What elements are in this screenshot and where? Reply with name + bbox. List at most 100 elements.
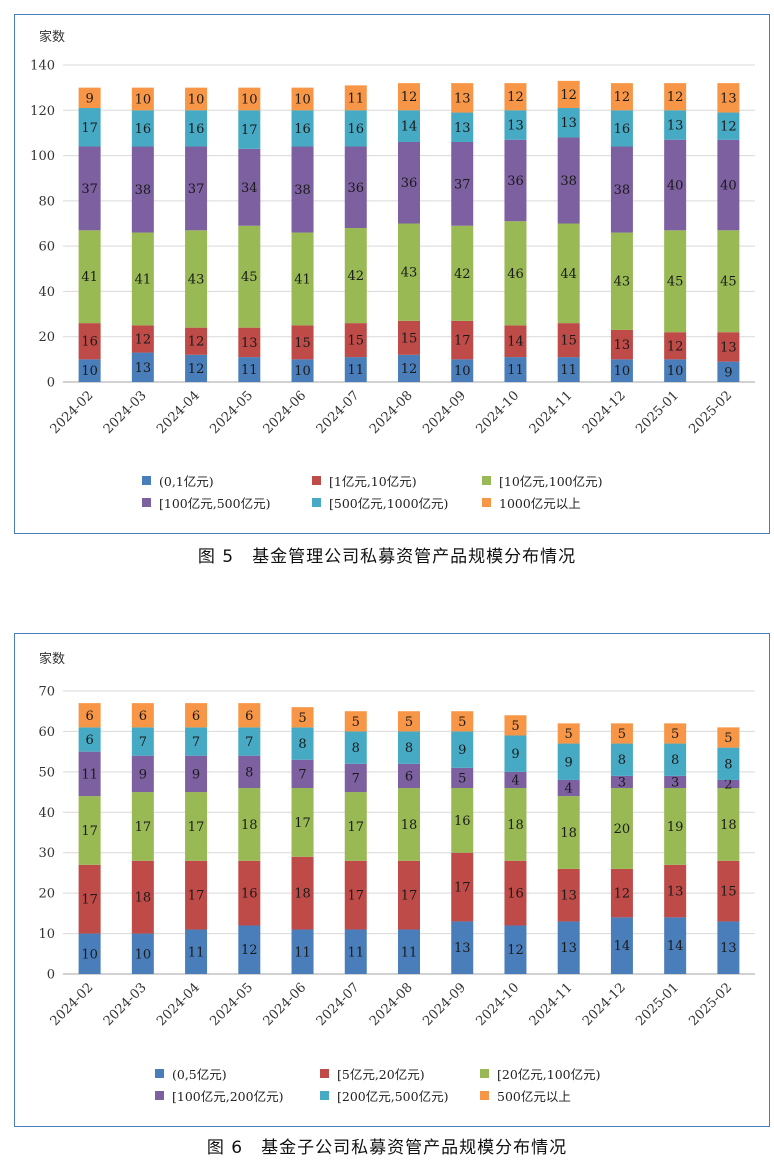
data-label: 8 <box>352 741 360 756</box>
y-axis-title: 家数 <box>39 651 65 667</box>
data-label: 16 <box>294 122 311 137</box>
x-tick-label: 2024-05 <box>207 388 256 437</box>
bar-segment <box>717 139 740 231</box>
bar-segment <box>664 917 687 974</box>
x-tick-label: 2024-06 <box>261 388 310 437</box>
bar-segment <box>504 860 527 926</box>
bar-segment <box>610 775 633 789</box>
data-label: 12 <box>507 943 524 958</box>
bar-segment <box>291 110 314 147</box>
data-label: 10 <box>135 92 152 107</box>
bar-segment <box>131 110 154 147</box>
bar-segment <box>131 860 154 934</box>
data-label: 45 <box>241 270 258 285</box>
x-tick-label: 2024-02 <box>48 388 97 437</box>
legend-item: [100亿元,200亿元) <box>155 1086 283 1105</box>
data-label: 5 <box>352 715 360 730</box>
data-label: 17 <box>454 334 471 349</box>
bar-segment <box>610 743 633 776</box>
bar-segment <box>610 329 633 360</box>
bar-segment <box>185 703 208 728</box>
bar-segment <box>664 743 687 776</box>
data-label: 10 <box>294 92 311 107</box>
bar-segment <box>185 87 208 111</box>
bar-segment <box>291 325 314 360</box>
data-label: 46 <box>507 267 524 282</box>
data-label: 43 <box>188 272 205 287</box>
data-label: 15 <box>401 331 418 346</box>
data-label: 9 <box>724 365 732 380</box>
data-label: 38 <box>135 183 152 198</box>
data-label: 12 <box>614 90 631 105</box>
data-label: 4 <box>511 773 519 788</box>
x-tick-label: 2024-02 <box>48 980 97 1029</box>
data-label: 10 <box>667 364 684 379</box>
bar-segment <box>78 864 101 934</box>
data-label: 17 <box>188 820 205 835</box>
bar-segment <box>557 868 580 922</box>
data-label: 16 <box>347 122 364 137</box>
legend-label: [1亿元,10亿元) <box>329 474 417 489</box>
data-label: 18 <box>241 818 258 833</box>
data-label: 9 <box>139 767 147 782</box>
data-label: 13 <box>560 941 577 956</box>
chart-panel-1: 家数 0 20 40 60 80 100 120 140 10 16 41 37 17 9 2024-02 13… <box>14 14 770 534</box>
data-label: 37 <box>81 182 98 197</box>
bar-segment <box>451 767 474 789</box>
data-label: 8 <box>618 753 626 768</box>
data-label: 11 <box>294 945 311 960</box>
bar-segment <box>398 763 420 789</box>
data-label: 8 <box>724 757 732 772</box>
data-label: 38 <box>294 183 311 198</box>
legend-item: [20亿元,100亿元) <box>480 1064 601 1083</box>
data-label: 16 <box>614 122 631 137</box>
data-label: 8 <box>298 737 306 752</box>
data-label: 11 <box>81 767 98 782</box>
data-label: 6 <box>245 709 253 724</box>
y-tick-label: 60 <box>38 725 55 740</box>
bar-segment <box>664 139 687 231</box>
bar-segment <box>717 83 740 113</box>
data-label: 15 <box>560 334 577 349</box>
data-label: 13 <box>135 361 152 376</box>
bar-segment <box>238 727 261 756</box>
bar-segment <box>664 230 687 333</box>
bar-segment <box>504 771 527 789</box>
x-tick-label: 2024-05 <box>207 980 256 1029</box>
bar-segment <box>717 747 740 780</box>
bar-segment <box>291 727 314 760</box>
data-label: 17 <box>241 123 258 138</box>
data-label: 13 <box>507 119 524 134</box>
bar-segment <box>557 223 580 324</box>
data-label: 43 <box>614 275 631 290</box>
data-label: 18 <box>507 818 524 833</box>
bar-segment <box>398 788 420 861</box>
bar-segment <box>238 327 261 358</box>
y-tick-label: 0 <box>47 376 55 391</box>
data-label: 12 <box>188 362 205 377</box>
data-label: 37 <box>188 182 205 197</box>
data-label: 13 <box>560 116 577 131</box>
data-label: 16 <box>241 887 258 902</box>
legend-item: (0,1亿元) <box>142 471 214 490</box>
data-label: 13 <box>454 91 471 106</box>
y-tick-label: 120 <box>30 104 55 119</box>
bar-segment <box>451 83 474 113</box>
y-tick-label: 60 <box>38 240 55 255</box>
bar-segment <box>344 110 367 147</box>
bar-segment <box>78 146 101 231</box>
data-label: 12 <box>667 339 684 354</box>
bar-segment <box>291 929 314 974</box>
x-tick-label: 2024-08 <box>367 388 416 437</box>
data-label: 7 <box>139 735 147 750</box>
bar-segment <box>664 723 687 744</box>
data-label: 9 <box>458 743 466 758</box>
data-label: 5 <box>458 715 466 730</box>
data-label: 2 <box>724 777 732 792</box>
bar-segment <box>610 723 633 744</box>
data-label: 45 <box>667 275 684 290</box>
data-label: 13 <box>667 885 684 900</box>
bar-segment <box>451 852 474 922</box>
bar-segment <box>557 921 580 974</box>
legend-1: (0,1亿元) [1亿元,10亿元) [10亿元,100亿元) [100亿元,500亿… <box>15 471 769 531</box>
